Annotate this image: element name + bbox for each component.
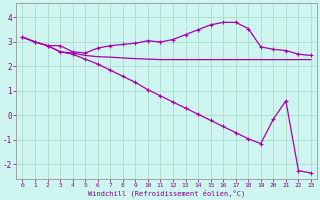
X-axis label: Windchill (Refroidissement éolien,°C): Windchill (Refroidissement éolien,°C) bbox=[88, 190, 245, 197]
